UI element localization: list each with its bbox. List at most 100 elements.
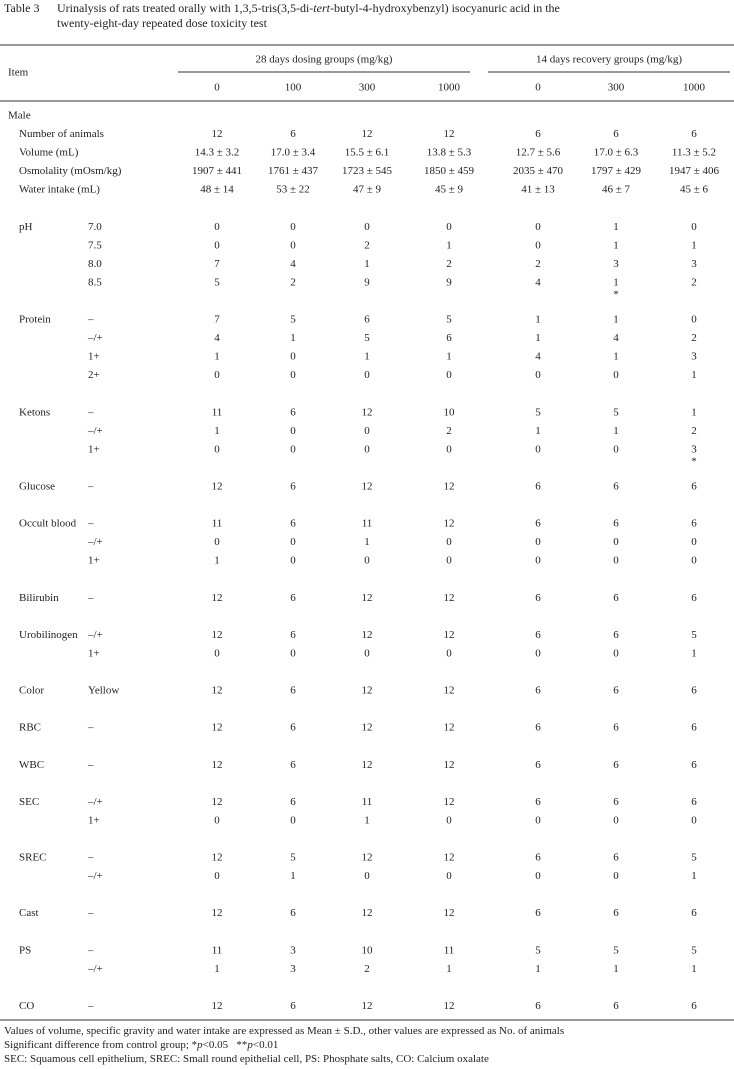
cell: 6: [613, 1000, 619, 1012]
cell: 1: [535, 963, 541, 975]
table-title: Urinalysis of rats treated orally with 1…: [57, 1, 560, 15]
cell: 1: [214, 963, 220, 975]
cell: 11: [212, 406, 223, 418]
cell: 1907 ± 441: [192, 165, 242, 177]
cell: 0: [446, 814, 452, 826]
cell: 45 ± 6: [680, 184, 709, 196]
cell: 12: [362, 128, 373, 140]
cell: 2: [691, 276, 697, 288]
cell: 1: [691, 647, 697, 659]
cell: 1: [613, 276, 619, 288]
cell: 1947 ± 406: [669, 165, 720, 177]
cell: 1: [535, 425, 541, 437]
cell: 48 ± 14: [200, 184, 234, 196]
footnote-segment: Significant difference from control grou…: [4, 1039, 197, 1051]
row-item: SREC: [19, 852, 47, 864]
cell: 0: [290, 425, 296, 437]
cell: 6: [535, 759, 541, 771]
cell: 1: [613, 239, 619, 251]
cell: 6: [691, 481, 697, 493]
cell: 6: [691, 592, 697, 604]
dose-header: 1000: [438, 82, 461, 94]
sex-label: Male: [8, 110, 31, 122]
cell: 12: [444, 907, 455, 919]
cell: 6: [535, 518, 541, 530]
cell: 1: [364, 814, 370, 826]
cell: 2: [446, 258, 452, 270]
row-item: WBC: [19, 759, 44, 771]
cell: 0: [691, 536, 697, 548]
cell: 11: [444, 944, 455, 956]
cell: 12: [212, 907, 223, 919]
cell: 4: [535, 276, 541, 288]
cell: 0: [613, 870, 619, 882]
row-item: Cast: [19, 907, 39, 919]
cell: 0: [364, 369, 370, 381]
row-item: pH: [19, 221, 33, 233]
row-subitem: –/+: [87, 536, 103, 548]
row-item: Volume (mL): [19, 147, 79, 159]
cell: 6: [613, 722, 619, 734]
row-item: Urobilinogen: [19, 629, 78, 641]
cell: 2: [446, 425, 452, 437]
cell: 1: [214, 351, 220, 363]
cell: 1797 ± 429: [591, 165, 642, 177]
cell: 0: [446, 536, 452, 548]
dose-header: 300: [608, 82, 625, 94]
cell: 6: [364, 314, 370, 326]
table-title-segment: twenty-eight-day repeated dose toxicity …: [57, 16, 268, 30]
cell: 13.8 ± 5.3: [427, 147, 472, 159]
row-subitem: 1+: [88, 814, 100, 826]
cell: 1: [613, 221, 619, 233]
cell: 1: [535, 314, 541, 326]
cell: 12: [444, 128, 455, 140]
cell: 6: [691, 1000, 697, 1012]
cell: 6: [613, 796, 619, 808]
cell: 0: [613, 443, 619, 455]
cell: 6: [613, 629, 619, 641]
cell: 10: [444, 406, 456, 418]
table-title-segment: -butyl-4-hydroxybenzyl) isocyanuric acid…: [330, 1, 560, 15]
cell: 1: [691, 406, 697, 418]
cell: 6: [691, 685, 697, 697]
cell: 3: [290, 944, 296, 956]
cell: 1: [691, 870, 697, 882]
cell: 1761 ± 437: [268, 165, 319, 177]
cell: 0: [446, 221, 452, 233]
cell: 1: [290, 870, 296, 882]
cell: 2: [364, 963, 370, 975]
cell: 5: [214, 276, 220, 288]
cell: 12: [212, 592, 223, 604]
cell: 12: [212, 481, 223, 493]
cell: 45 ± 9: [435, 184, 464, 196]
cell: 12: [212, 722, 223, 734]
cell: 12: [212, 685, 223, 697]
cell: 47 ± 9: [353, 184, 382, 196]
cell: 0: [290, 814, 296, 826]
row-subitem: 1+: [88, 647, 100, 659]
cell: 1: [446, 351, 452, 363]
cell: 12.7 ± 5.6: [516, 147, 561, 159]
cell: 6: [535, 685, 541, 697]
cell: 0: [446, 647, 452, 659]
cell: 12: [362, 722, 373, 734]
cell: 6: [613, 852, 619, 864]
cell: 12: [362, 481, 373, 493]
row-subitem: –: [87, 314, 94, 326]
cell: 0: [535, 870, 541, 882]
cell: 0: [214, 870, 220, 882]
row-item: CO: [19, 1000, 34, 1012]
footnote-segment: p: [196, 1039, 203, 1051]
cell: 12: [362, 907, 373, 919]
cell: 0: [290, 369, 296, 381]
cell: 12: [444, 852, 455, 864]
cell: 6: [691, 128, 697, 140]
cell: 12: [444, 1000, 455, 1012]
cell: 5: [290, 852, 296, 864]
cell: 5: [446, 314, 452, 326]
cell: 0: [364, 870, 370, 882]
row-subitem: 1+: [88, 443, 100, 455]
row-subitem: Yellow: [88, 685, 119, 697]
cell: 0: [214, 536, 220, 548]
cell: 12: [362, 629, 373, 641]
